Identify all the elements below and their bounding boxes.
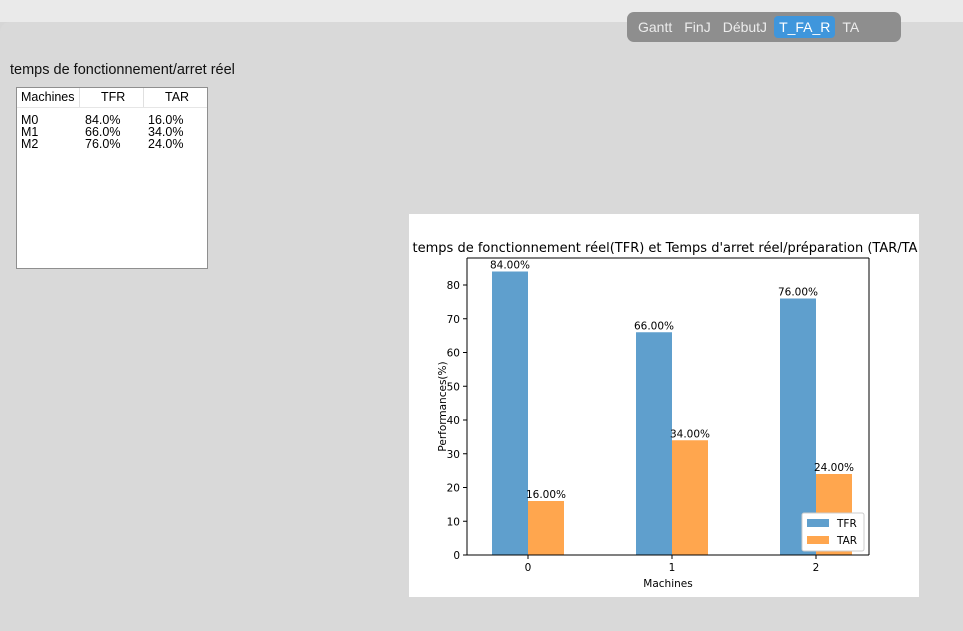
bar-tfr (492, 271, 528, 555)
tab-bar: Gantt FinJ DébutJ T_FA_R TA (627, 12, 901, 42)
chart-container: temps de fonctionnement réel(TFR) et Tem… (409, 214, 919, 597)
x-axis-label: Machines (643, 578, 692, 590)
y-tick-label: 80 (447, 280, 460, 292)
data-label: 76.00% (778, 287, 818, 299)
tab-gantt[interactable]: Gantt (638, 19, 673, 35)
y-tick-label: 70 (447, 314, 460, 326)
tab-debutj[interactable]: DébutJ (722, 19, 768, 35)
y-tick-label: 10 (447, 516, 460, 528)
section-title: temps de fonctionnement/arret réel (10, 62, 235, 78)
chart-title: temps de fonctionnement réel(TFR) et Tem… (413, 241, 918, 256)
x-tick-label: 2 (813, 562, 820, 574)
cell-tfr: 76.0% (85, 137, 121, 151)
table-header: Machines TFR TAR (17, 88, 207, 108)
cell-tar: 24.0% (148, 137, 184, 151)
y-tick-label: 60 (447, 348, 460, 360)
y-tick-label: 30 (447, 449, 460, 461)
data-label: 24.00% (814, 462, 854, 474)
legend-swatch-tfr (807, 519, 829, 527)
y-tick-label: 0 (453, 550, 460, 562)
bar-tar (528, 501, 564, 555)
cell-tfr: 66.0% (85, 125, 121, 139)
legend-swatch-tar (807, 536, 829, 544)
tab-ta[interactable]: TA (842, 19, 860, 35)
data-label: 16.00% (526, 489, 566, 501)
cell-machine: M1 (21, 125, 39, 139)
header-machines[interactable]: Machines (21, 90, 75, 104)
table-row: M0 84.0% 16.0% (17, 113, 207, 127)
cell-tfr: 84.0% (85, 113, 121, 127)
header-tfr[interactable]: TFR (101, 90, 126, 104)
y-tick-label: 40 (447, 415, 460, 427)
header-divider (79, 88, 80, 107)
cell-tar: 34.0% (148, 125, 184, 139)
bar-tfr (636, 332, 672, 555)
tab-finj[interactable]: FinJ (684, 19, 711, 35)
data-label: 34.00% (670, 428, 710, 440)
bar-chart: temps de fonctionnement réel(TFR) et Tem… (413, 241, 918, 590)
y-axis-label: Performances(%) (437, 361, 449, 451)
tab-t-fa-r[interactable]: T_FA_R (774, 16, 836, 38)
header-tar[interactable]: TAR (165, 90, 190, 104)
data-label: 84.00% (490, 260, 530, 272)
legend-label: TFR (836, 518, 857, 530)
data-label: 66.00% (634, 320, 674, 332)
y-tick-label: 20 (447, 483, 460, 495)
table-row: M1 66.0% 34.0% (17, 125, 207, 139)
cell-machine: M0 (21, 113, 39, 127)
cell-tar: 16.0% (148, 113, 184, 127)
y-tick-label: 50 (447, 381, 460, 393)
table-row: M2 76.0% 24.0% (17, 137, 207, 151)
results-table: Machines TFR TAR M0 84.0% 16.0% M1 66.0%… (16, 87, 208, 269)
legend-label: TAR (836, 535, 857, 547)
x-tick-label: 0 (525, 562, 532, 574)
header-divider (143, 88, 144, 107)
cell-machine: M2 (21, 137, 39, 151)
x-tick-label: 1 (669, 562, 676, 574)
bar-tfr (780, 298, 816, 555)
bar-tar (672, 440, 708, 555)
